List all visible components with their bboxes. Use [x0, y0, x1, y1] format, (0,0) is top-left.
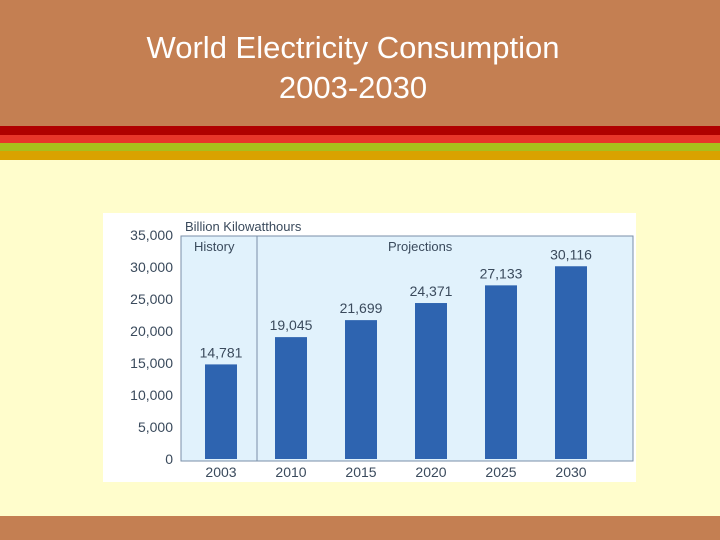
value-label: 19,045: [270, 317, 313, 333]
y-tick-label: 0: [165, 451, 173, 467]
bar-chart: Billion Kilowatthours History Projection…: [130, 219, 634, 480]
x-axis: 2003 2010 2015 2020 2025 2030: [205, 464, 586, 480]
x-tick-label: 2015: [345, 464, 376, 480]
bars: [205, 266, 587, 459]
value-labels: 14,781 19,045 21,699 24,371 27,133 30,116: [200, 246, 593, 360]
unit-label: Billion Kilowatthours: [185, 219, 302, 234]
slide-footer: [0, 516, 720, 540]
header-stripe-red: [0, 135, 720, 143]
slide-header: World Electricity Consumption 2003-2030: [0, 0, 720, 126]
y-tick-label: 30,000: [130, 259, 173, 275]
header-stripe-gold: [0, 151, 720, 160]
value-label: 14,781: [200, 344, 243, 360]
x-tick-label: 2030: [555, 464, 586, 480]
bar: [345, 320, 377, 459]
y-tick-label: 35,000: [130, 227, 173, 243]
value-label: 24,371: [410, 283, 453, 299]
bar: [275, 337, 307, 459]
bar: [415, 303, 447, 459]
section-label-projections: Projections: [388, 239, 453, 254]
y-tick-label: 15,000: [130, 355, 173, 371]
x-tick-label: 2020: [415, 464, 446, 480]
value-label: 21,699: [340, 300, 383, 316]
slide-title: World Electricity Consumption 2003-2030: [146, 30, 560, 105]
bar: [205, 364, 237, 459]
y-axis: 0 5,000 10,000 15,000 20,000 25,000 30,000 35,0…: [130, 227, 173, 467]
value-label: 27,133: [480, 265, 523, 281]
header-stripe-green: [0, 143, 720, 151]
y-tick-label: 25,000: [130, 291, 173, 307]
x-tick-label: 2003: [205, 464, 236, 480]
header-stripe-dark-red: [0, 126, 720, 135]
y-tick-label: 5,000: [138, 419, 173, 435]
chart-panel: Billion Kilowatthours History Projection…: [103, 213, 636, 482]
x-tick-label: 2025: [485, 464, 516, 480]
y-tick-label: 10,000: [130, 387, 173, 403]
y-tick-label: 20,000: [130, 323, 173, 339]
section-label-history: History: [194, 239, 235, 254]
value-label: 30,116: [550, 246, 592, 262]
bar: [555, 266, 587, 459]
x-tick-label: 2010: [275, 464, 306, 480]
bar: [485, 285, 517, 459]
